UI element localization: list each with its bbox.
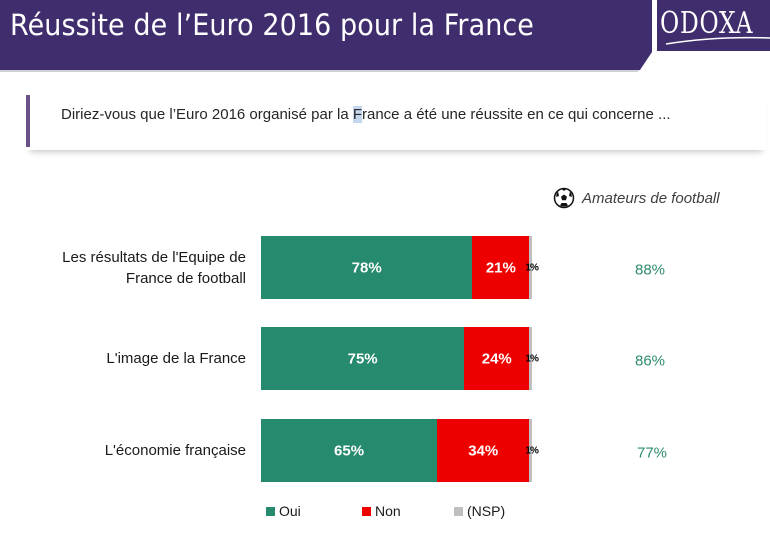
bar-segment-non xyxy=(437,419,530,482)
amateurs-label: Amateurs de football xyxy=(582,189,720,207)
amateurs-value: 77% xyxy=(636,444,668,461)
category-label-line: L'économie française xyxy=(104,442,246,459)
amateurs-header: Amateurs de football xyxy=(553,187,720,209)
category-label: L'économie française xyxy=(6,440,246,461)
bar-segment-nsp xyxy=(529,419,532,482)
header-shape xyxy=(0,0,652,70)
header-shadow xyxy=(0,70,640,72)
legend-item-oui: Oui xyxy=(266,503,362,519)
question-box xyxy=(26,94,766,150)
data-label-nsp: 1% xyxy=(525,445,538,456)
legend: Oui Non (NSP) xyxy=(266,503,505,519)
legend-item-non: Non xyxy=(362,503,454,519)
data-label-non: 21% xyxy=(485,259,516,276)
logo-swoosh xyxy=(665,36,770,45)
legend-swatch-non xyxy=(362,506,371,516)
data-label-nsp: 1% xyxy=(525,262,538,273)
data-label-oui: 78% xyxy=(351,259,382,276)
bar-segment-oui xyxy=(261,236,473,299)
header-band: Réussite de l’Euro 2016 pour la France O… xyxy=(0,0,770,72)
amateurs-value: 88% xyxy=(634,261,666,278)
legend-swatch-oui xyxy=(266,506,275,516)
data-label-non: 34% xyxy=(468,442,499,459)
data-label-oui: 65% xyxy=(334,442,365,459)
data-label-non: 24% xyxy=(481,350,512,367)
header-background xyxy=(0,0,770,72)
question-text-before: Diriez-vous que l’Euro 2016 organisé par… xyxy=(61,106,353,123)
legend-swatch-nsp xyxy=(454,506,463,516)
bar-segment-nsp xyxy=(529,236,532,299)
legend-item-nsp: (NSP) xyxy=(454,503,505,519)
legend-label-nsp: (NSP) xyxy=(467,503,506,519)
category-label-line: L'image de la France xyxy=(106,350,246,367)
data-label-nsp: 1% xyxy=(525,353,538,364)
category-label-line: France de football xyxy=(125,269,246,287)
bar-segment-non xyxy=(472,236,530,299)
category-label: L'image de la France xyxy=(6,348,246,369)
bar-segment-nsp xyxy=(529,327,532,390)
data-label-oui: 75% xyxy=(347,350,378,367)
category-label: Les résultats de l'Equipe de France de fo… xyxy=(6,247,246,289)
question-accent-bar xyxy=(26,95,30,147)
legend-label-non: Non xyxy=(375,503,401,519)
page-title: Réussite de l’Euro 2016 pour la France xyxy=(10,8,534,42)
bar-segment-oui xyxy=(261,419,438,482)
category-label-line: Les résultats de l'Equipe de xyxy=(62,248,246,266)
question-text-highlight: F xyxy=(352,106,362,123)
bar-segment-non xyxy=(464,327,530,390)
soccer-ball-icon xyxy=(553,187,575,209)
bar-segment-oui xyxy=(261,327,465,390)
legend-label-oui: Oui xyxy=(279,503,301,519)
question-text-after: rance a été une réussite en ce qui conce… xyxy=(362,106,671,123)
amateurs-value: 86% xyxy=(634,352,666,369)
survey-question: Diriez-vous que l’Euro 2016 organisé par… xyxy=(61,106,671,123)
odoxa-logo: ODOXA xyxy=(660,6,754,41)
